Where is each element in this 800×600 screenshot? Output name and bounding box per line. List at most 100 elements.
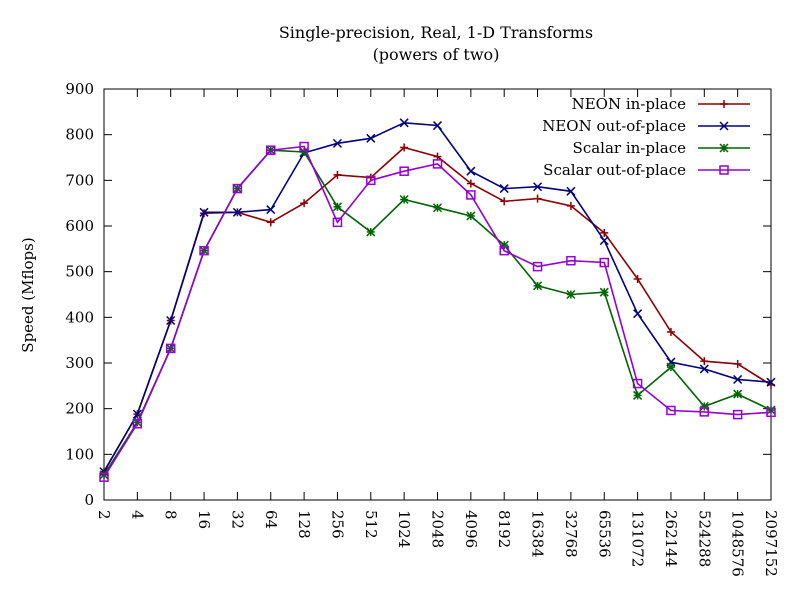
y-tick-label: 400 [65, 308, 94, 326]
data-point [399, 166, 409, 176]
data-point [199, 207, 209, 217]
legend-entry: NEON in-place [572, 95, 750, 113]
x-tick-label: 2097152 [762, 510, 780, 577]
data-point [733, 374, 743, 384]
data-point [332, 202, 342, 212]
data-point [566, 255, 576, 266]
data-point [166, 315, 176, 326]
series-3 [99, 145, 776, 480]
data-point [366, 227, 376, 237]
chart-subtitle: (powers of two) [373, 45, 500, 64]
data-point [466, 179, 475, 188]
data-point [766, 407, 776, 418]
legend-entry: Scalar in-place [573, 139, 750, 157]
data-point [99, 472, 109, 482]
y-tick-label: 900 [65, 80, 94, 98]
legend-label: Scalar in-place [573, 139, 687, 157]
x-tick-label: 2048 [429, 510, 447, 548]
x-tick-label: 131072 [629, 510, 647, 567]
data-point [633, 274, 642, 283]
data-point [533, 281, 543, 291]
y-axis: 0 100 200 300 400 500 600 700 800 900 [65, 80, 771, 509]
data-point [332, 217, 343, 228]
data-point [500, 197, 509, 206]
data-point [700, 357, 709, 366]
data-point [599, 287, 609, 297]
x-tick-label: 128 [295, 510, 313, 539]
data-point [699, 407, 710, 417]
data-point [400, 143, 409, 152]
data-point [599, 257, 609, 268]
data-point [699, 401, 709, 411]
series-4 [99, 141, 776, 482]
y-tick-label: 200 [65, 400, 94, 418]
data-point [300, 199, 309, 208]
x-tick-label: 256 [328, 510, 346, 539]
data-point [299, 141, 309, 152]
data-point [132, 418, 143, 429]
series-line [103, 146, 772, 473]
data-point [633, 309, 643, 319]
x-tick-label: 32 [228, 510, 246, 529]
data-point [266, 205, 276, 215]
x-tick-label: 64 [262, 510, 280, 529]
x-tick-label: 16 [195, 510, 213, 529]
data-point [232, 183, 243, 194]
data-point [432, 159, 443, 169]
data-point [333, 170, 342, 179]
data-point [733, 359, 742, 368]
data-point [566, 289, 576, 300]
data-point [719, 143, 729, 153]
data-point [600, 228, 609, 237]
series-1 [100, 143, 775, 476]
x-axis: 2 4 8 16 32 64 128 256 512 1024 2048 4096 8192 16384 3… [95, 89, 780, 577]
data-point [466, 190, 476, 200]
legend: NEON in-place NEON out-of-place Scalar in-… [542, 95, 750, 179]
data-point [766, 377, 776, 387]
data-point [199, 245, 209, 256]
x-tick-label: 512 [362, 510, 380, 539]
y-tick-label: 800 [65, 126, 94, 144]
data-point [599, 236, 609, 246]
data-point [366, 133, 376, 143]
data-point [719, 121, 729, 131]
data-point [366, 175, 376, 186]
y-tick-label: 600 [65, 217, 94, 235]
x-tick-label: 1024 [395, 510, 413, 548]
data-point [499, 184, 509, 194]
chart-title: Single-precision, Real, 1-D Transforms [279, 23, 593, 42]
y-tick-label: 100 [65, 445, 94, 463]
series-line [103, 149, 772, 476]
legend-label: Scalar out-of-place [543, 161, 686, 179]
legend-entry: Scalar out-of-place [543, 161, 750, 179]
data-point [99, 470, 109, 480]
data-point [733, 389, 743, 399]
y-tick-label: 300 [65, 354, 94, 372]
data-point [533, 194, 542, 203]
y-tick-label: 500 [65, 263, 94, 281]
x-tick-label: 8192 [495, 510, 513, 548]
legend-entry: NEON out-of-place [542, 117, 750, 135]
x-tick-label: 8 [162, 510, 180, 520]
data-point [399, 194, 409, 205]
data-point [666, 362, 676, 372]
legend-label: NEON in-place [572, 95, 687, 113]
data-point [399, 118, 409, 128]
data-point [666, 327, 675, 336]
data-point [432, 121, 443, 131]
series-layer [99, 118, 776, 482]
data-point [666, 405, 676, 416]
series-line [103, 145, 772, 478]
data-point [466, 211, 476, 221]
x-tick-label: 1048576 [729, 510, 747, 577]
data-point [499, 245, 509, 256]
data-point [432, 203, 443, 213]
data-point [566, 186, 576, 196]
data-point [232, 207, 242, 217]
y-axis-label: Speed (Mflops) [19, 237, 37, 352]
data-point [633, 390, 643, 400]
data-point [732, 409, 743, 420]
x-tick-label: 32768 [562, 510, 580, 558]
y-tick-label: 0 [84, 491, 94, 509]
